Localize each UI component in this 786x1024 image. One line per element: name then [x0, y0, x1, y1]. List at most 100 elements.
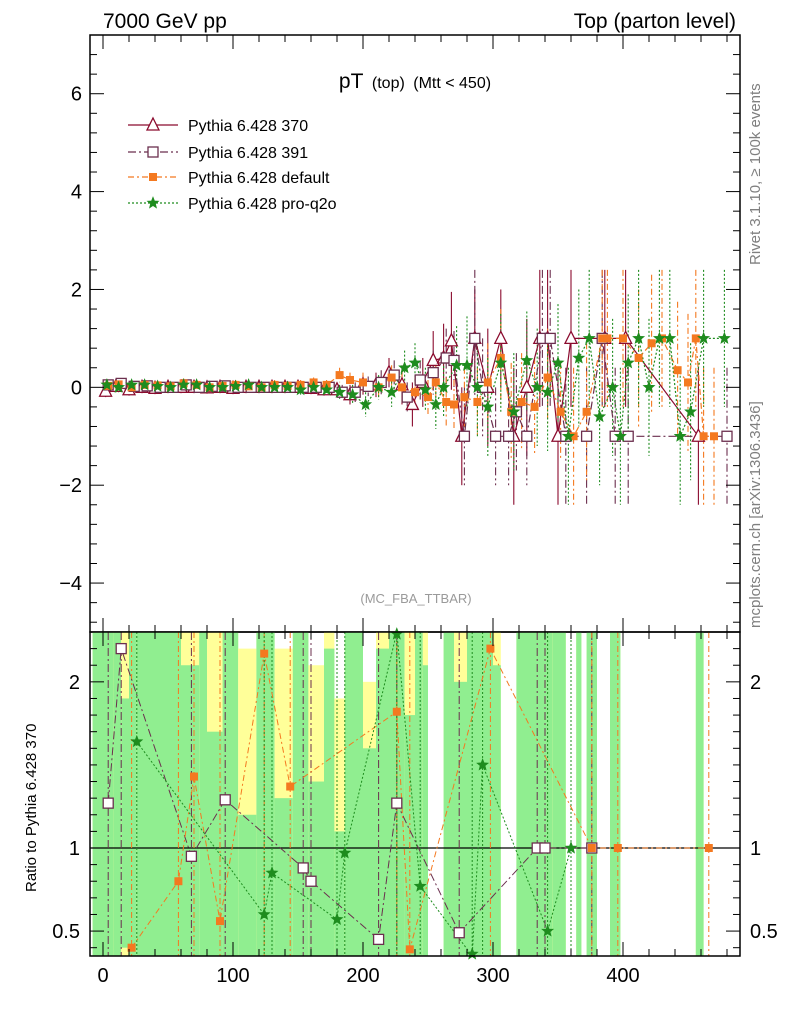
data-point	[598, 334, 607, 343]
ratio-point	[174, 877, 183, 886]
ratio-band-green	[129, 632, 137, 956]
data-point	[721, 430, 733, 442]
data-point	[426, 351, 441, 367]
chart-title: pT (top) (Mtt < 450)	[339, 70, 491, 93]
y-tick-label: −4	[59, 573, 82, 595]
data-point	[216, 380, 230, 393]
data-point	[517, 398, 526, 407]
data-point	[431, 378, 440, 387]
ratio-band-green	[308, 781, 324, 956]
data-point	[242, 378, 256, 391]
data-point	[530, 402, 539, 411]
data-point	[460, 393, 469, 402]
ratio-point	[476, 758, 490, 771]
ratio-point	[190, 772, 198, 781]
legend-marker-square-icon	[147, 146, 159, 158]
data-point	[621, 356, 635, 369]
data-point	[125, 378, 139, 391]
data-point	[530, 380, 544, 393]
data-point	[346, 387, 360, 401]
data-point	[483, 378, 492, 387]
data-point	[582, 407, 591, 416]
data-point	[424, 393, 432, 402]
ratio-point	[405, 945, 414, 954]
data-point	[561, 429, 575, 442]
legend-marker-star-icon	[146, 196, 160, 209]
data-point	[520, 353, 534, 366]
data-point	[444, 332, 459, 347]
legend-entry-391: Pythia 6.428 391	[128, 145, 308, 162]
ratio-band-green	[121, 698, 129, 948]
x-tick-label: 0	[97, 965, 108, 987]
data-point	[164, 380, 178, 393]
ratio-band-green	[493, 665, 501, 956]
data-point	[398, 383, 406, 392]
legend-label-391: Pythia 6.428 391	[188, 145, 308, 162]
legend-label-default: Pythia 6.428 default	[188, 170, 330, 187]
data-point	[684, 378, 692, 387]
ratio-band-green	[467, 632, 483, 956]
ratio-band-green	[207, 731, 223, 956]
ratio-point	[216, 917, 224, 926]
data-point	[138, 378, 152, 391]
data-point	[697, 331, 711, 344]
data-point	[494, 356, 508, 369]
ratio-band-green	[222, 632, 239, 956]
data-point	[642, 380, 656, 393]
data-point	[255, 380, 269, 393]
data-point	[190, 378, 204, 391]
data-point	[603, 334, 612, 343]
data-point	[401, 391, 413, 403]
ratio-point	[102, 797, 114, 809]
data-point	[572, 351, 586, 364]
ratio-band-green	[238, 814, 257, 956]
ratio-band-green	[552, 632, 566, 956]
data-point	[442, 398, 451, 407]
ratio-point	[486, 644, 495, 653]
data-point	[632, 331, 646, 344]
ratio-point	[338, 846, 352, 859]
data-point	[619, 334, 627, 343]
ratio-tick-label: 1	[69, 838, 80, 860]
data-point	[281, 380, 295, 393]
legend-entry-370: Pythia 6.428 370	[128, 116, 308, 135]
ratio-band-green	[181, 665, 200, 956]
ratio-point	[130, 734, 144, 748]
ratio-point	[587, 844, 596, 852]
ratio-band-green	[376, 648, 389, 956]
data-point	[647, 339, 656, 348]
data-point	[519, 378, 534, 393]
ratio-band-yellow	[334, 698, 345, 956]
ratio-band-green	[610, 632, 621, 956]
data-point	[320, 382, 334, 396]
ratio-band-green	[155, 632, 181, 956]
data-point	[359, 378, 367, 387]
ratio-band-green	[422, 665, 428, 956]
ratio-panel: 0.5 0.5 1 1 2 2	[52, 627, 778, 960]
data-point	[177, 378, 191, 391]
legend-star-shape	[146, 196, 160, 209]
data-point	[268, 380, 282, 393]
ratio-tick-label: 0.5	[52, 921, 80, 943]
data-point	[112, 380, 126, 393]
data-point	[710, 432, 718, 441]
ratio-point	[127, 943, 136, 952]
main-panel: −4 −2 0 2 4 6	[59, 34, 741, 633]
ratio-point	[564, 841, 578, 854]
ratio-band-green	[454, 681, 467, 956]
ratio-point	[286, 782, 295, 791]
legend: Pythia 6.428 370 Pythia 6.428 391 Pythia…	[128, 116, 337, 213]
data-point	[673, 429, 687, 442]
ratio-plot-frame	[89, 631, 741, 957]
x-tick-label: 300	[476, 965, 509, 987]
ratio-band-green	[695, 632, 704, 956]
ratio-point	[297, 862, 309, 874]
data-point	[333, 385, 347, 398]
ratio-point	[541, 924, 555, 937]
legend-entry-default: Pythia 6.428 default	[128, 170, 330, 187]
ratio-point	[413, 879, 427, 892]
data-point	[427, 366, 439, 379]
data-point	[469, 332, 481, 345]
ratio-point	[704, 844, 713, 852]
data-point	[502, 430, 515, 442]
